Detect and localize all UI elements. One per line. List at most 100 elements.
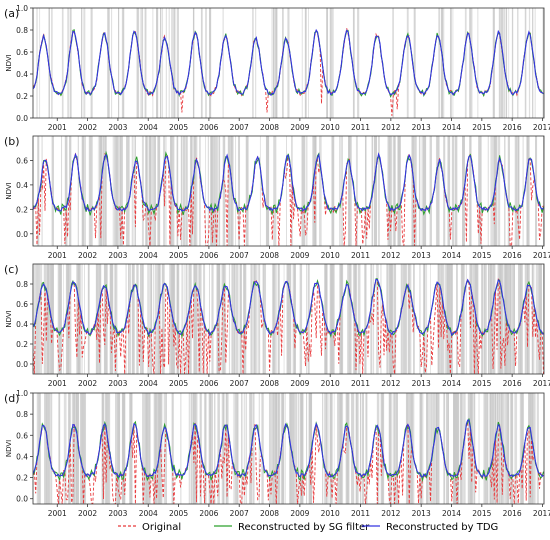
shading-band bbox=[140, 8, 143, 118]
shading-band bbox=[36, 8, 38, 118]
shading-band bbox=[101, 393, 104, 504]
shading-band bbox=[241, 393, 243, 504]
shading-band bbox=[333, 393, 335, 504]
shading-band bbox=[301, 136, 304, 246]
shading-band bbox=[81, 136, 85, 246]
y-tick-label: 1.0 bbox=[16, 4, 28, 13]
shading-band bbox=[48, 264, 51, 374]
shading-band bbox=[456, 393, 460, 504]
shading-band bbox=[472, 264, 476, 374]
shading-band bbox=[43, 264, 47, 374]
shading-band bbox=[400, 264, 404, 374]
shading-band bbox=[451, 136, 455, 246]
shading-band bbox=[188, 264, 192, 374]
panel-1: 0.0 0.2 0.4 0.6 0.8 1.0 2001 2002 2003 2004 2005 20… bbox=[4, 4, 550, 132]
shading-band bbox=[142, 393, 146, 504]
shading-band bbox=[447, 136, 451, 246]
shading-band bbox=[266, 136, 270, 246]
x-tick-label: 2001 bbox=[48, 123, 67, 132]
shading-band bbox=[485, 393, 488, 504]
shading-band bbox=[324, 264, 328, 374]
y-tick-label: 0.4 bbox=[16, 452, 28, 461]
shading-band bbox=[245, 393, 247, 504]
shading-band bbox=[504, 136, 506, 246]
shading-band bbox=[513, 264, 515, 374]
y-tick-label: 0.6 bbox=[16, 48, 28, 57]
shading-band bbox=[302, 136, 306, 246]
shading-band bbox=[199, 136, 201, 246]
shading-band bbox=[362, 393, 364, 504]
shading-band bbox=[51, 136, 54, 246]
shading-band bbox=[258, 393, 260, 504]
shading-band bbox=[432, 393, 436, 504]
shading-band bbox=[169, 264, 173, 374]
shading-band bbox=[308, 393, 310, 504]
shading-band bbox=[280, 393, 285, 504]
shading-band bbox=[252, 393, 255, 504]
shading-band bbox=[276, 264, 278, 374]
shading-band bbox=[514, 393, 518, 504]
shading-band bbox=[373, 136, 378, 246]
shading-band bbox=[510, 393, 513, 504]
y-tick-label: 0.2 bbox=[16, 205, 28, 214]
shading-band bbox=[393, 393, 395, 504]
shading-band bbox=[256, 264, 258, 374]
shading-band bbox=[148, 136, 151, 246]
shading-band bbox=[341, 136, 343, 246]
x-tick-label: 2012 bbox=[381, 509, 400, 518]
shading-band bbox=[226, 393, 229, 504]
shading-band bbox=[104, 136, 107, 246]
shading-band bbox=[176, 8, 179, 118]
shading-band bbox=[181, 264, 184, 374]
shading-band bbox=[209, 8, 212, 118]
shading-band bbox=[63, 393, 67, 504]
shading-band bbox=[526, 136, 530, 246]
shading-band bbox=[386, 264, 389, 374]
plot-frame bbox=[32, 135, 545, 247]
shading-band bbox=[144, 8, 147, 118]
shading-band bbox=[359, 393, 362, 504]
shading-band bbox=[487, 136, 489, 246]
shading-band bbox=[389, 136, 393, 246]
shading-band bbox=[492, 264, 495, 374]
shading-band bbox=[118, 8, 120, 118]
shading-band bbox=[126, 136, 127, 246]
shading-band bbox=[211, 136, 215, 246]
shading-band bbox=[268, 393, 271, 504]
shading-band bbox=[365, 393, 368, 504]
shading-band bbox=[176, 136, 179, 246]
shading-band bbox=[136, 8, 139, 118]
plot-frame bbox=[32, 392, 545, 505]
x-tick-label: 2007 bbox=[230, 123, 249, 132]
x-tick-label: 2001 bbox=[48, 379, 67, 388]
shading-band bbox=[520, 264, 523, 374]
shading-band bbox=[295, 393, 297, 504]
shading-band bbox=[245, 136, 249, 246]
shading-band bbox=[50, 393, 53, 504]
shading-band bbox=[211, 393, 214, 504]
shading-band bbox=[61, 136, 63, 246]
shading-band bbox=[492, 8, 495, 118]
x-tick-label: 2004 bbox=[139, 379, 158, 388]
shading-band bbox=[464, 8, 467, 118]
shading-band bbox=[288, 264, 292, 374]
shading-band bbox=[430, 264, 431, 374]
shading-band bbox=[456, 264, 458, 374]
shading-band bbox=[511, 393, 514, 504]
x-tick-label: 2007 bbox=[230, 509, 249, 518]
shading-band bbox=[470, 393, 472, 504]
shading-band bbox=[543, 264, 544, 374]
series-tdg bbox=[33, 152, 544, 213]
shading-band bbox=[419, 393, 423, 504]
shading-band bbox=[534, 8, 536, 118]
shading-band bbox=[423, 264, 426, 374]
shading-band bbox=[165, 8, 167, 118]
shading-band bbox=[141, 8, 144, 118]
shading-band bbox=[237, 136, 241, 246]
shading-band bbox=[506, 393, 508, 504]
shading-band bbox=[232, 393, 234, 504]
y-axis-label: NDVI bbox=[5, 54, 13, 71]
x-tick-label: 2014 bbox=[442, 251, 461, 260]
x-tick-label: 2002 bbox=[78, 251, 97, 260]
shading-band bbox=[223, 393, 225, 504]
